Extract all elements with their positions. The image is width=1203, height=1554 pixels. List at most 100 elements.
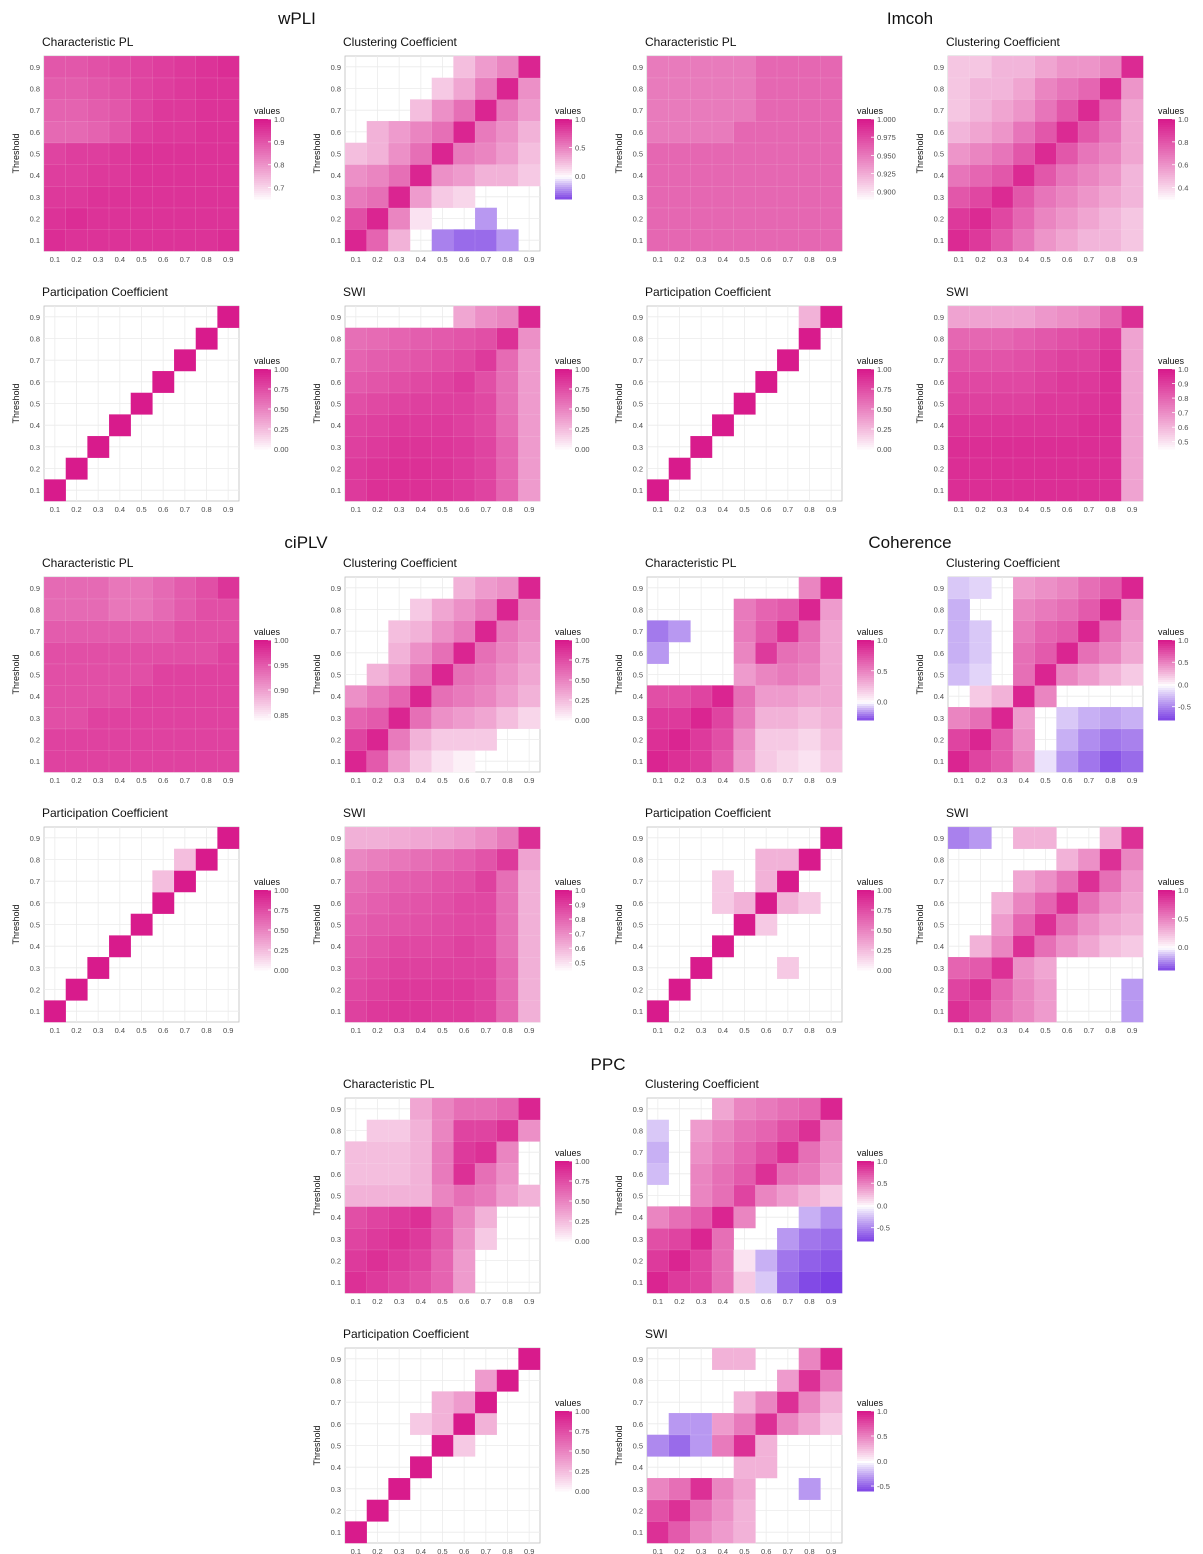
legend-color-step (1158, 898, 1175, 901)
heatmap-cell (496, 663, 519, 686)
y-tick-label: 0.4 (633, 942, 643, 951)
heatmap-cell (518, 370, 541, 394)
heatmap-cell (991, 120, 1014, 144)
y-tick-label: 0.2 (331, 736, 341, 745)
legend-tick-label: 0.6 (575, 944, 585, 953)
heatmap-cell (409, 1119, 433, 1142)
heatmap-cell (152, 55, 175, 79)
x-tick-label: 0.3 (394, 255, 404, 264)
legend-color-step (555, 387, 572, 390)
heatmap-cell (65, 99, 88, 122)
heatmap-cell (173, 728, 197, 751)
legend-color-step (1158, 125, 1175, 128)
legend-color-step (857, 946, 874, 949)
legend-color-step (857, 389, 874, 392)
heatmap-cell (1077, 479, 1101, 502)
x-tick-label: 0.7 (1084, 776, 1094, 785)
y-tick-label: 0.7 (633, 106, 643, 115)
group-title-coherence: Coherence (868, 533, 951, 552)
heatmap-cell (1012, 435, 1036, 459)
x-tick-label: 0.6 (1062, 776, 1072, 785)
heatmap-cell (366, 978, 389, 1001)
heatmap-cell (1012, 598, 1036, 621)
heatmap-cell (453, 305, 476, 329)
legend-tick-label: 1.0 (575, 115, 585, 124)
legend-color-step (1158, 127, 1175, 130)
legend-tick-label: 0.75 (274, 385, 289, 394)
heatmap-cell (173, 164, 197, 187)
legend-color-step (1158, 403, 1175, 406)
heatmap-cell (496, 229, 519, 252)
heatmap-cell (474, 99, 498, 122)
heatmap-cell (776, 120, 800, 144)
legend-tick-label: 0.0 (877, 1457, 887, 1466)
legend-color-step (254, 377, 271, 380)
heatmap-cell (344, 1162, 368, 1186)
heatmap-cell (668, 229, 691, 252)
heatmap-cell (453, 935, 476, 958)
heatmap-cell (474, 77, 498, 100)
y-tick-label: 0.2 (934, 986, 944, 995)
legend-tick-label: 0.0 (877, 698, 887, 707)
heatmap-cell (947, 392, 971, 415)
legend-color-step (1158, 710, 1175, 713)
legend-color-step (1158, 672, 1175, 675)
heatmap-cell (130, 663, 153, 686)
heatmap-cell (518, 392, 541, 415)
y-tick-label: 0.3 (30, 964, 40, 973)
y-tick-label: 0.5 (934, 671, 944, 680)
legend-color-step (254, 409, 271, 412)
legend-color-step (857, 968, 874, 971)
y-tick-label: 0.1 (30, 486, 40, 495)
heatmap-cell (409, 620, 433, 643)
heatmap-cell (195, 848, 218, 871)
y-tick-label: 0.8 (30, 606, 40, 615)
legend-color-step (254, 155, 271, 158)
heatmap-cell (108, 185, 132, 209)
legend-color-step (857, 139, 874, 142)
legend-color-step (1158, 385, 1175, 388)
heatmap-cell (366, 327, 389, 350)
heatmap-cell (388, 185, 411, 209)
y-tick-label: 0.2 (30, 736, 40, 745)
x-tick-label: 0.8 (201, 776, 211, 785)
x-tick-label: 0.4 (718, 1547, 728, 1554)
x-tick-label: 0.5 (739, 776, 749, 785)
legend-color-step (555, 375, 572, 378)
y-tick-label: 0.4 (331, 171, 341, 180)
heatmap-cell (1099, 120, 1122, 144)
legend-color-step (555, 1215, 572, 1218)
heatmap-cell (409, 142, 433, 165)
heatmap-cell (474, 142, 498, 165)
heatmap-cell (388, 120, 411, 144)
heatmap-cell (820, 185, 843, 209)
legend-color-step (254, 189, 271, 192)
legend-color-step (857, 704, 874, 707)
heatmap-cell (388, 1141, 411, 1164)
legend-color-step (857, 375, 874, 378)
legend-color-step (857, 129, 874, 132)
x-tick-label: 0.6 (158, 505, 168, 514)
heatmap-cell (1056, 370, 1079, 394)
legend-color-step (555, 197, 572, 200)
x-tick-label: 0.7 (481, 505, 491, 514)
heatmap-cell (947, 457, 971, 480)
heatmap-cell (1099, 435, 1122, 459)
heatmap-cell (1012, 164, 1036, 187)
legend-color-step (254, 157, 271, 160)
legend-color-step (254, 173, 271, 176)
legend-color-step (1158, 678, 1175, 681)
legend-color-step (857, 145, 874, 148)
heatmap-cell (755, 1271, 778, 1294)
legend-color-step (857, 1443, 874, 1446)
legend-color-step (1158, 900, 1175, 903)
y-tick-label: 0.2 (633, 986, 643, 995)
x-tick-label: 0.8 (804, 255, 814, 264)
x-tick-label: 0.3 (394, 505, 404, 514)
heatmap-cell (130, 207, 153, 230)
legend-tick-label: 0.50 (877, 926, 892, 935)
heatmap-cell (1121, 891, 1144, 915)
legend-color-step (555, 1233, 572, 1236)
legend-tick-label: 0.900 (877, 188, 896, 197)
